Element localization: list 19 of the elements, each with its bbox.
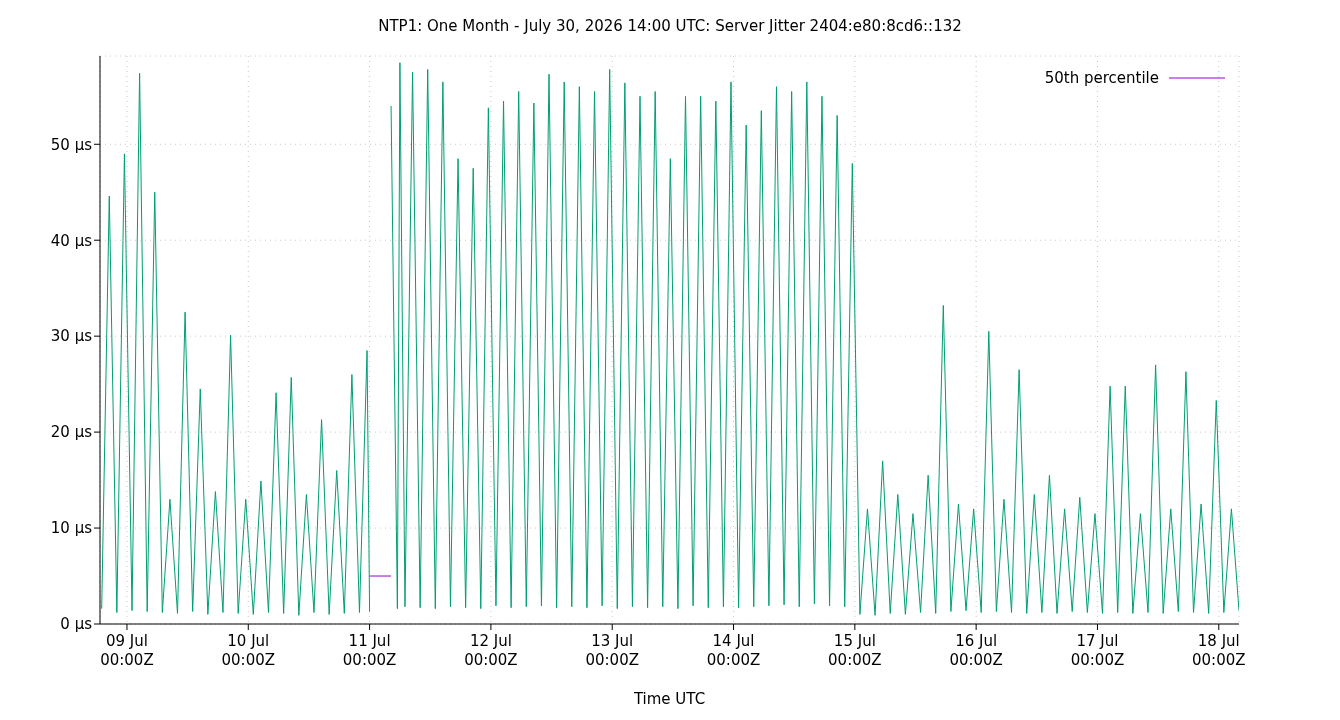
y-tick-label: 20 µs: [50, 423, 93, 442]
legend-label: 50th percentile: [1044, 68, 1159, 87]
y-tick-label: 10 µs: [50, 519, 93, 538]
x-tick-label: 16 Jul 00:00Z: [949, 632, 1003, 669]
x-tick-label: 11 Jul 00:00Z: [342, 632, 397, 669]
y-tick-label: 40 µs: [50, 231, 93, 250]
y-tick-label: 30 µs: [50, 327, 93, 346]
x-tick-label: 12 Jul 00:00Z: [464, 632, 518, 669]
x-axis-title: Time UTC: [632, 690, 706, 708]
chart-title: NTP1: One Month - July 30, 2026 14:00 UTC: Server Jitter 2404:e80:8cd6::132: [377, 16, 963, 37]
x-tick-label: 10 Jul 00:00Z: [221, 632, 276, 669]
y-tick-label: 50 µs: [50, 135, 93, 154]
x-tick-label: 09 Jul 00:00Z: [100, 632, 154, 669]
x-tick-label: 15 Jul 00:00Z: [828, 632, 882, 669]
x-tick-label: 18 Jul 00:00Z: [1192, 632, 1246, 669]
x-tick-label: 13 Jul 00:00Z: [585, 632, 639, 669]
x-tick-label: 14 Jul 00:00Z: [706, 632, 761, 669]
x-tick-label: 17 Jul 00:00Z: [1070, 632, 1125, 669]
y-tick-label: 0 µs: [60, 615, 93, 634]
